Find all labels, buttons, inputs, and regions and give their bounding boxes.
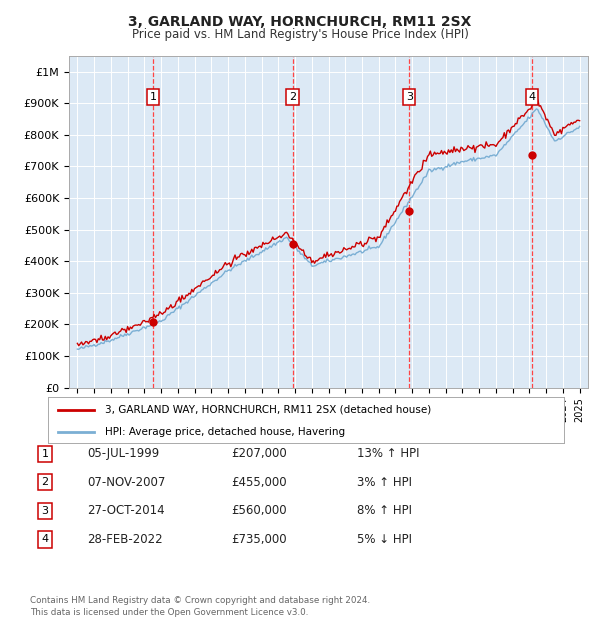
Text: 07-NOV-2007: 07-NOV-2007 <box>87 476 166 489</box>
Text: Contains HM Land Registry data © Crown copyright and database right 2024.
This d: Contains HM Land Registry data © Crown c… <box>30 596 370 617</box>
Text: 5% ↓ HPI: 5% ↓ HPI <box>357 533 412 546</box>
Text: 4: 4 <box>41 534 49 544</box>
Text: 1: 1 <box>149 92 157 102</box>
Text: 2: 2 <box>41 477 49 487</box>
Text: £735,000: £735,000 <box>231 533 287 546</box>
Text: £560,000: £560,000 <box>231 505 287 517</box>
Text: HPI: Average price, detached house, Havering: HPI: Average price, detached house, Have… <box>105 427 345 436</box>
Text: 3, GARLAND WAY, HORNCHURCH, RM11 2SX (detached house): 3, GARLAND WAY, HORNCHURCH, RM11 2SX (de… <box>105 405 431 415</box>
Text: 3: 3 <box>406 92 413 102</box>
Text: £207,000: £207,000 <box>231 448 287 460</box>
Text: 27-OCT-2014: 27-OCT-2014 <box>87 505 164 517</box>
Text: 1: 1 <box>41 449 49 459</box>
Text: 13% ↑ HPI: 13% ↑ HPI <box>357 448 419 460</box>
Text: Price paid vs. HM Land Registry's House Price Index (HPI): Price paid vs. HM Land Registry's House … <box>131 28 469 41</box>
Text: 4: 4 <box>529 92 536 102</box>
Text: 3% ↑ HPI: 3% ↑ HPI <box>357 476 412 489</box>
Text: £455,000: £455,000 <box>231 476 287 489</box>
Text: 3: 3 <box>41 506 49 516</box>
Text: 3, GARLAND WAY, HORNCHURCH, RM11 2SX: 3, GARLAND WAY, HORNCHURCH, RM11 2SX <box>128 16 472 30</box>
Text: 05-JUL-1999: 05-JUL-1999 <box>87 448 159 460</box>
Text: 28-FEB-2022: 28-FEB-2022 <box>87 533 163 546</box>
Text: 8% ↑ HPI: 8% ↑ HPI <box>357 505 412 517</box>
Text: 2: 2 <box>289 92 296 102</box>
